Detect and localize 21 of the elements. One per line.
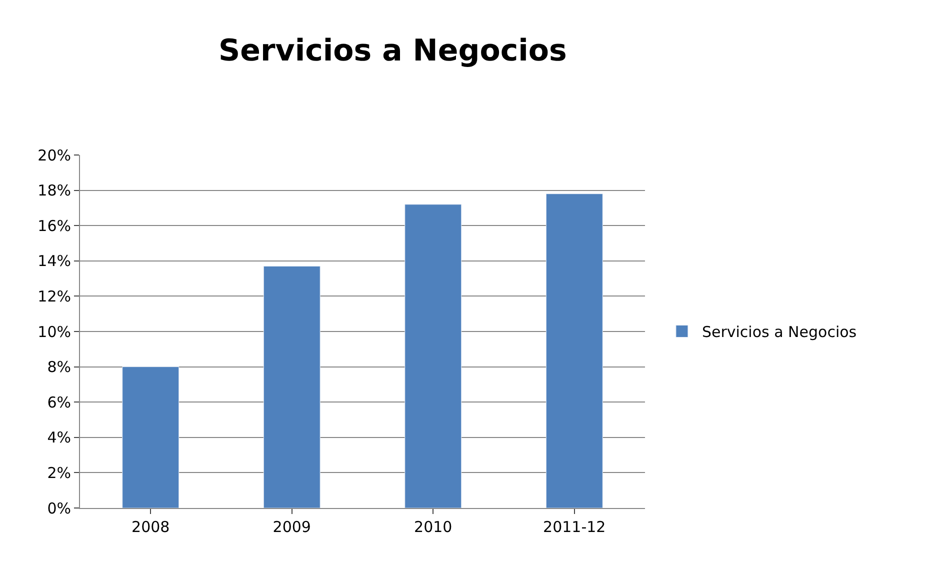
x-tick-label: 2008 (132, 518, 170, 536)
bar (122, 366, 180, 508)
y-tick-label: 2% (47, 464, 71, 482)
y-tick-label: 6% (47, 393, 71, 412)
y-tick-label: 14% (38, 252, 71, 270)
legend-label: Servicios a Negocios (702, 323, 857, 342)
x-tick-label: 2010 (414, 518, 452, 536)
y-tick-label: 18% (38, 182, 71, 200)
y-tick-label: 12% (38, 287, 71, 306)
bar (404, 204, 462, 508)
bar (263, 266, 320, 508)
x-tick-label: 2009 (272, 518, 311, 536)
y-tick-label: 10% (38, 322, 71, 341)
y-tick-label: 0% (47, 499, 71, 518)
y-tick-label: 20% (38, 146, 71, 164)
y-tick-label: 4% (47, 428, 71, 447)
y-tick-label: 16% (38, 216, 71, 235)
bar (546, 194, 603, 508)
chart-title: Servicios a Negocios (218, 33, 567, 68)
x-tick-label: 2011-12 (543, 518, 606, 536)
y-tick-label: 8% (47, 358, 71, 376)
